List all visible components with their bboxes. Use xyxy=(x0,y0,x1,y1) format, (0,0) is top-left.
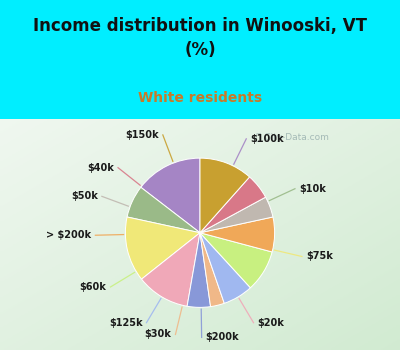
Text: $75k: $75k xyxy=(306,252,333,261)
Text: $125k: $125k xyxy=(109,318,142,328)
Wedge shape xyxy=(200,233,224,307)
Wedge shape xyxy=(142,233,200,306)
Text: $20k: $20k xyxy=(258,318,284,328)
Wedge shape xyxy=(200,233,250,303)
Wedge shape xyxy=(200,197,273,233)
Text: $10k: $10k xyxy=(299,184,326,194)
Text: $30k: $30k xyxy=(144,329,171,340)
Wedge shape xyxy=(125,217,200,279)
Text: $60k: $60k xyxy=(80,282,106,292)
Wedge shape xyxy=(200,233,272,288)
Wedge shape xyxy=(200,217,275,252)
Text: White residents: White residents xyxy=(138,91,262,105)
Text: $150k: $150k xyxy=(125,130,159,140)
Text: ⓘ City-Data.com: ⓘ City-Data.com xyxy=(256,133,328,142)
Wedge shape xyxy=(127,187,200,233)
Wedge shape xyxy=(200,158,250,233)
Text: $40k: $40k xyxy=(87,163,114,173)
Text: Income distribution in Winooski, VT
(%): Income distribution in Winooski, VT (%) xyxy=(33,17,367,59)
Wedge shape xyxy=(200,177,266,233)
Text: $200k: $200k xyxy=(206,332,239,342)
Wedge shape xyxy=(141,158,200,233)
Text: > $200k: > $200k xyxy=(46,230,91,240)
Wedge shape xyxy=(187,233,210,307)
Text: $50k: $50k xyxy=(71,191,98,201)
Text: $100k: $100k xyxy=(250,134,284,144)
